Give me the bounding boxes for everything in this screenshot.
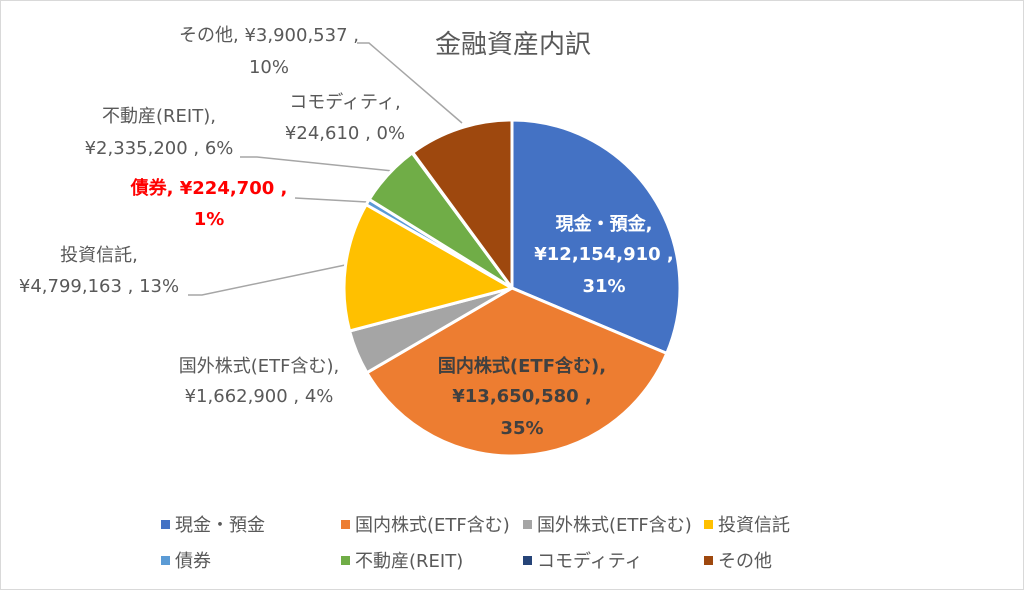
data-label-slice-1: 現金・預金, ¥12,154,910 , 31%	[534, 213, 674, 297]
legend-label-slice-8: その他	[718, 551, 772, 572]
legend-swatch-slice-2	[341, 520, 350, 529]
legend-swatch-slice-5	[161, 556, 170, 565]
chart-title: 金融資産内訳	[435, 30, 591, 60]
leader-line	[188, 263, 351, 296]
data-label-slice-7: コモディティ, ¥24,610 , 0%	[285, 92, 405, 144]
legend-label-slice-2: 国内株式(ETF含む)	[355, 515, 510, 536]
leader-line	[357, 42, 463, 124]
data-label-slice-6: 不動産(REIT), ¥2,335,200 , 6%	[85, 106, 234, 159]
legend-label-slice-4: 投資信託	[718, 515, 790, 536]
data-label-slice-2: 国内株式(ETF含む), ¥13,650,580 , 35%	[438, 355, 606, 439]
data-label-slice-4: 投資信託, ¥4,799,163 , 13%	[19, 245, 179, 297]
legend-label-slice-1: 現金・預金	[175, 515, 265, 536]
leader-line	[240, 156, 394, 172]
data-label-slice-8: その他, ¥3,900,537 , 10%	[179, 25, 359, 78]
legend-label-slice-6: 不動産(REIT)	[355, 551, 463, 572]
legend-label-slice-3: 国外株式(ETF含む)	[537, 515, 692, 536]
data-label-slice-3: 国外株式(ETF含む), ¥1,662,900 , 4%	[179, 356, 340, 407]
pie-slice-slice-4	[342, 203, 514, 333]
data-label-slice-5: 債券, ¥224,700 , 1%	[130, 177, 288, 230]
legend-label-slice-7: コモディティ	[537, 551, 643, 572]
legend-swatch-slice-6	[341, 556, 350, 565]
pie-slice-slice-1	[510, 118, 682, 355]
leader-line	[294, 197, 368, 203]
data-labels: 現金・預金, ¥12,154,910 , 31% 国内株式(ETF含む), ¥13,65…	[19, 25, 674, 439]
legend-swatch-slice-1	[161, 520, 170, 529]
pie-slice-slice-8	[411, 118, 514, 290]
legend-swatch-slice-4	[704, 520, 713, 529]
legend-swatch-slice-8	[704, 556, 713, 565]
legend-swatch-slice-7	[523, 556, 532, 565]
leader-lines	[188, 42, 463, 296]
legend-swatch-slice-3	[523, 520, 532, 529]
pie-slices	[342, 118, 682, 458]
legend-label-slice-5: 債券	[175, 551, 211, 572]
